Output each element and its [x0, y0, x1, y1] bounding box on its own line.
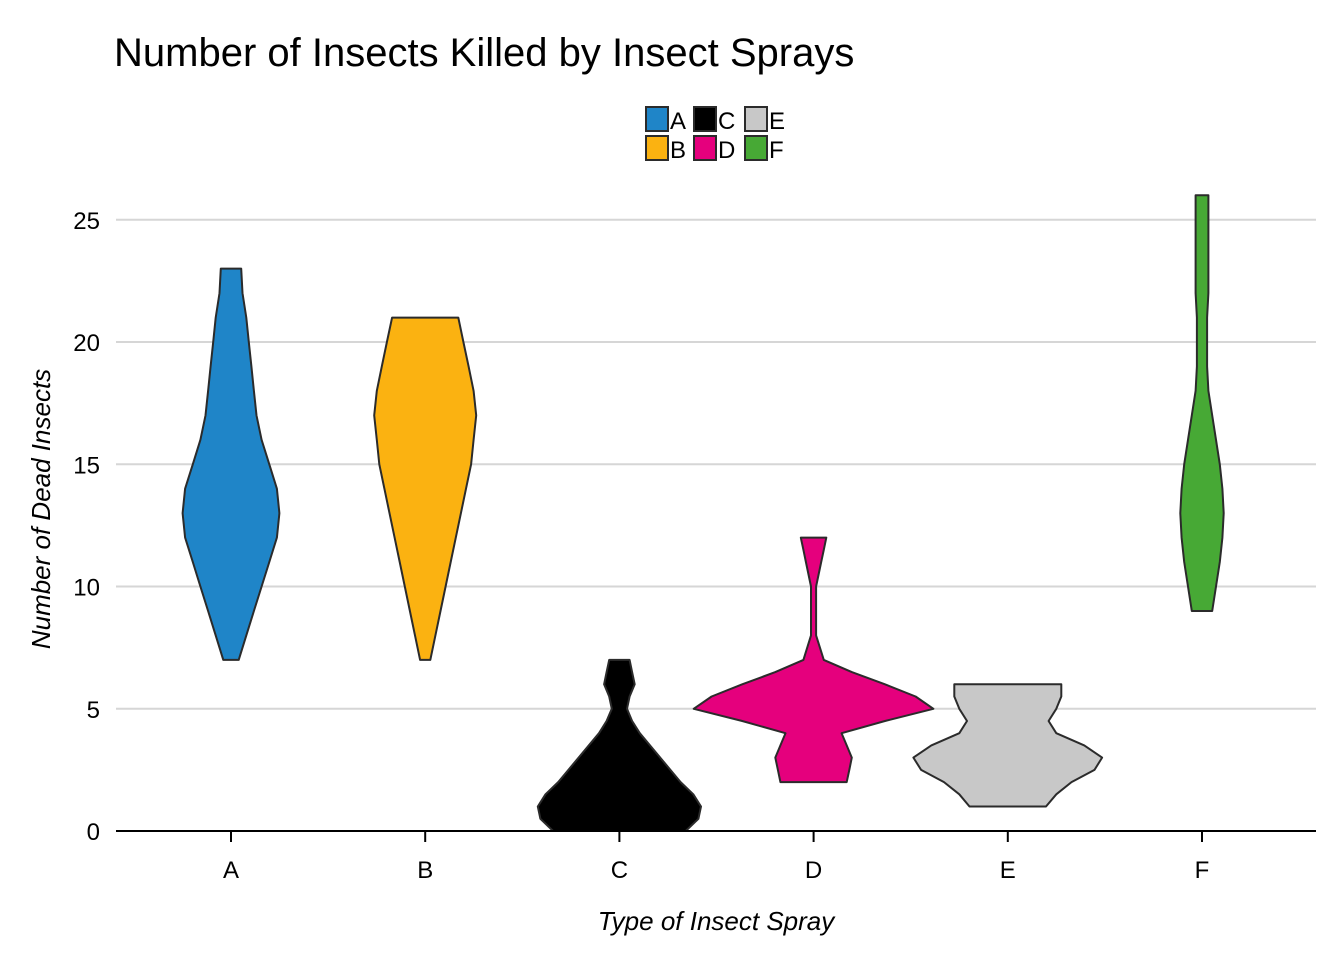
violin-E [912, 683, 1104, 808]
x-tick-label: C [611, 857, 628, 884]
violin-F [1179, 194, 1225, 612]
chart-title: Number of Insects Killed by Insect Spray… [114, 31, 854, 75]
y-tick-label: 0 [87, 819, 100, 846]
legend-label-A: A [670, 108, 686, 135]
legend-swatch-E [744, 106, 768, 132]
violin-C [536, 658, 702, 832]
legend-label-B: B [670, 137, 686, 164]
violin-B [373, 316, 478, 661]
legend-swatch-F [744, 135, 768, 161]
violin-A [181, 267, 281, 661]
y-gridlines [116, 218, 1316, 710]
y-tick-label: 20 [73, 330, 100, 357]
legend-label-D: D [718, 137, 735, 164]
x-tick-label: B [417, 857, 433, 884]
y-tick-label: 5 [87, 697, 100, 724]
x-axis-title: Type of Insect Spray [598, 906, 837, 936]
x-tick-label: A [223, 857, 239, 884]
legend-swatch-C [693, 106, 717, 132]
y-tick-label: 10 [73, 575, 100, 602]
y-axis-title: Number of Dead Insects [26, 369, 56, 649]
legend: AB CD EF [645, 106, 785, 164]
legend-label-F: F [769, 137, 784, 164]
violin-D [692, 536, 935, 784]
x-tick-label: D [805, 857, 822, 884]
y-tick-label: 15 [73, 452, 100, 479]
axes: 0 5 10 15 20 25 A B C D E F [73, 208, 1316, 884]
legend-swatch-B [645, 135, 669, 161]
x-tick-label: F [1195, 857, 1210, 884]
legend-swatch-A [645, 106, 669, 132]
legend-swatch-D [693, 135, 717, 161]
violins [181, 194, 1225, 832]
x-tick-label: E [1000, 857, 1016, 884]
y-tick-label: 25 [73, 208, 100, 235]
legend-label-E: E [769, 108, 785, 135]
legend-label-C: C [718, 108, 735, 135]
